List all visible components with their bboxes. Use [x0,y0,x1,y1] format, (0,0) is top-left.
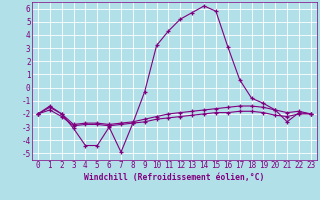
X-axis label: Windchill (Refroidissement éolien,°C): Windchill (Refroidissement éolien,°C) [84,173,265,182]
